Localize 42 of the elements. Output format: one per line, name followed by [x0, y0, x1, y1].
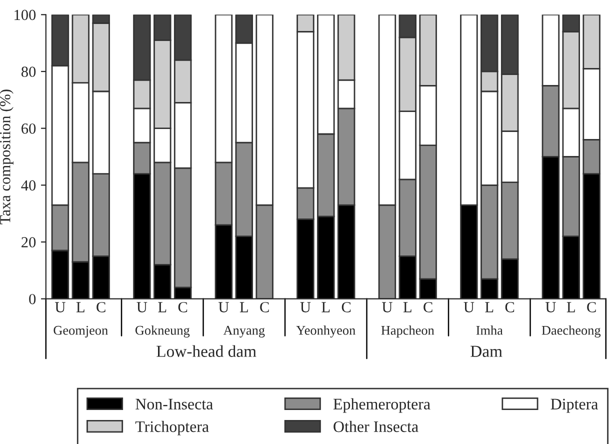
text: Gokneung	[135, 325, 190, 338]
legend-label: Ephemeroptera	[333, 398, 430, 413]
x-tick-label: U	[382, 302, 392, 312]
y-axis-title: Taxa composition (%)	[0, 90, 14, 224]
text: Hapcheon	[381, 326, 434, 338]
x-tick-label: U	[546, 302, 556, 312]
x-tick-label: C	[342, 302, 351, 312]
x-tick-label: L	[322, 302, 330, 312]
x-tick-label: U	[136, 302, 148, 312]
x-tick-label: L	[566, 302, 575, 312]
text: Geomjeon	[54, 326, 108, 338]
x-tick-label: L	[485, 302, 494, 312]
x-tick-label: C	[424, 302, 432, 312]
text: Daecheong	[542, 325, 601, 338]
text: Low-head dam	[156, 345, 256, 357]
x-tick-label: U	[464, 302, 474, 312]
x-tick-label: C	[505, 302, 514, 312]
x-tick-label: C	[96, 302, 106, 312]
legend-label: Other Insecta	[334, 420, 418, 432]
y-tick-label: 0	[29, 294, 36, 304]
text: Anyang	[223, 326, 265, 338]
x-tick-label: L	[403, 302, 412, 312]
x-tick-label: L	[76, 302, 84, 312]
x-tick-label: C	[178, 302, 188, 312]
x-tick-label: U	[218, 302, 229, 312]
y-tick-label: 80	[21, 66, 36, 77]
text: Yeonhyeon	[296, 325, 356, 338]
x-tick-label: L	[240, 302, 248, 312]
x-tick-label: C	[587, 302, 596, 312]
text: Imha	[476, 326, 503, 335]
y-tick-label: 100	[14, 10, 36, 20]
y-tick-label: 20	[22, 237, 36, 248]
x-tick-label: C	[260, 302, 269, 312]
text: Dam	[470, 346, 502, 357]
x-tick-label: U	[300, 302, 311, 312]
y-tick-label: 60	[22, 123, 36, 134]
y-tick-label: 40	[21, 180, 36, 191]
legend-label: Trichoptera	[135, 420, 209, 436]
legend-label: Diptera	[550, 398, 598, 413]
x-tick-label: U	[55, 302, 66, 312]
x-tick-label: L	[158, 302, 166, 312]
legend-label: Non-Insecta	[136, 398, 213, 410]
